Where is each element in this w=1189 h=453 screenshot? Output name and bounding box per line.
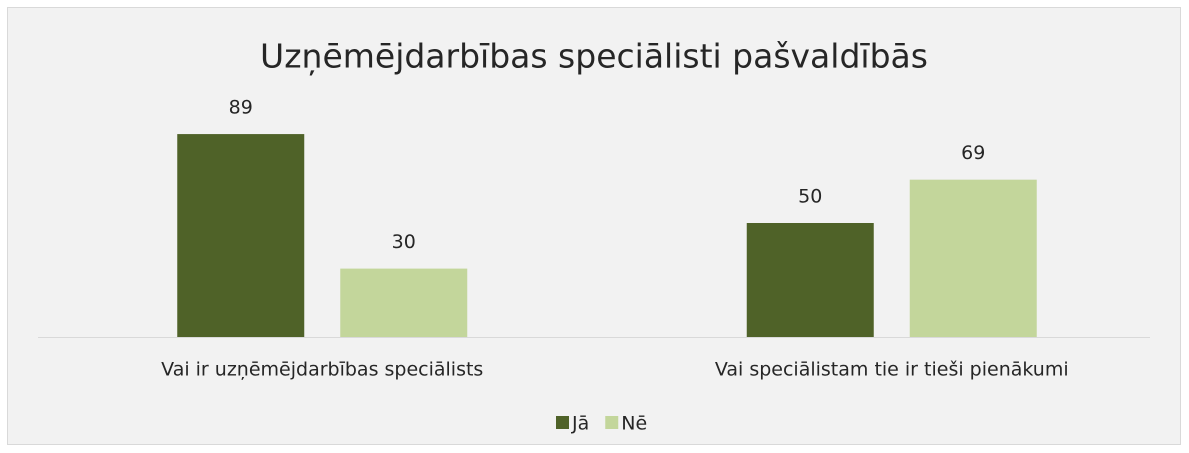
legend-swatch [556,416,569,429]
x-tick-label: Vai speciālistam tie ir tieši pienākumi [715,359,1069,381]
data-label: 50 [798,186,822,208]
chart-title: Uzņēmējdarbības speciālisti pašvaldībās [260,37,928,76]
legend-label: Jā [571,413,589,435]
bar [746,223,874,337]
bar [340,268,468,337]
legend-label: Nē [621,413,647,435]
x-tick-label: Vai ir uzņēmējdarbības speciālists [161,359,483,381]
bar [909,179,1037,337]
data-label: 89 [229,97,253,119]
legend-swatch [605,416,619,429]
data-label: 69 [961,142,985,164]
data-label: 30 [392,231,416,253]
bar [177,134,305,337]
